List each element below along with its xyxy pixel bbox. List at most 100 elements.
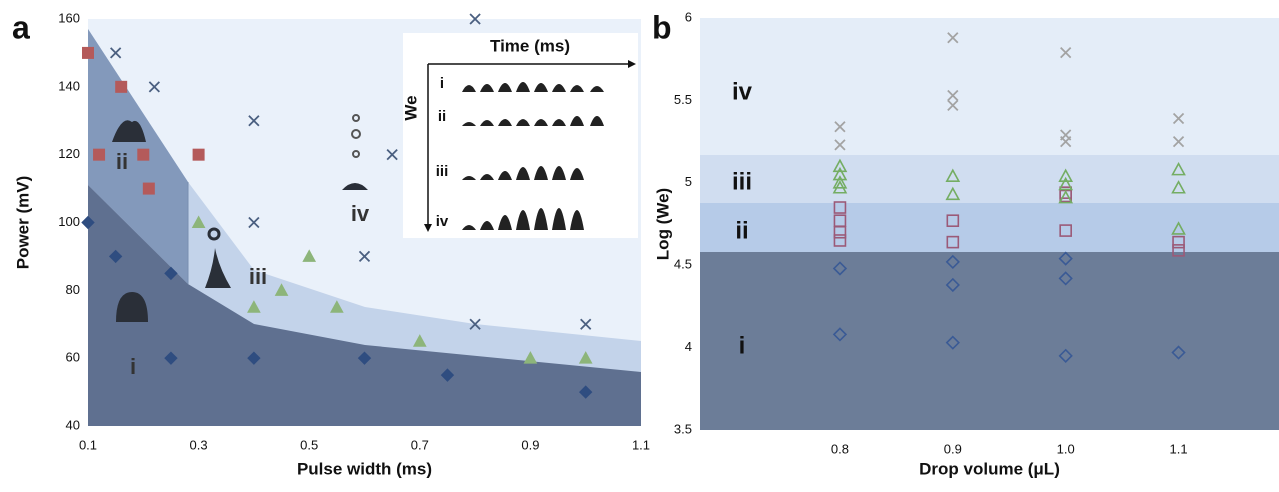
diamond-point xyxy=(832,327,848,342)
triangle-point xyxy=(330,300,344,313)
inset xyxy=(403,33,638,238)
arrowhead xyxy=(424,224,432,232)
region-ii xyxy=(700,203,1279,252)
triangle-point xyxy=(412,334,427,347)
cross-point xyxy=(1060,135,1072,148)
x-tick-label: 0.1 xyxy=(79,437,97,452)
region-i xyxy=(700,252,1279,430)
x-tick-label: 0.8 xyxy=(831,441,849,456)
triangle-point xyxy=(945,168,961,183)
triangle-point xyxy=(1058,168,1074,183)
inset-title: Time (ms) xyxy=(490,36,570,55)
square-point xyxy=(192,148,205,161)
x-tick-label: 1.1 xyxy=(1170,441,1188,456)
diamond-point xyxy=(578,385,593,399)
y-tick-label: 140 xyxy=(58,78,80,93)
diamond-point xyxy=(1058,251,1073,266)
x-tick-label: 1.0 xyxy=(1057,441,1075,456)
y-tick-label: 4 xyxy=(685,339,692,354)
square-point xyxy=(1172,244,1185,257)
y-axis-title: Power (mV) xyxy=(13,176,32,270)
diamond-point xyxy=(164,266,178,281)
triangle-point xyxy=(247,300,261,313)
region-iii xyxy=(700,155,1279,203)
drop-images xyxy=(462,82,604,230)
diamond-point xyxy=(164,351,178,365)
y-tick-label: 4.5 xyxy=(674,257,692,272)
cross-point xyxy=(580,318,592,330)
square-point xyxy=(1172,235,1185,249)
square-point xyxy=(833,234,847,247)
y-axis-title: Log (We) xyxy=(653,188,672,260)
y-tick-label: 6 xyxy=(685,9,692,24)
y-tick-label: 100 xyxy=(58,214,80,229)
cross-point xyxy=(1060,46,1072,59)
inset-box xyxy=(403,33,638,238)
y-tick-label: 5 xyxy=(685,174,692,189)
triangle-point xyxy=(191,215,206,228)
cross-point xyxy=(947,32,959,44)
y-tick-label: 5.5 xyxy=(674,92,692,107)
inset-axis-label: We xyxy=(401,95,420,120)
region-label: iv xyxy=(351,201,370,226)
y-tick-label: 160 xyxy=(58,10,80,25)
diamond-point xyxy=(440,368,455,382)
cross-point xyxy=(469,13,481,25)
triangle-point xyxy=(274,283,289,296)
cross-point xyxy=(358,250,371,263)
cross-point xyxy=(386,149,398,161)
inset-row-label: ii xyxy=(438,108,446,125)
inset-row-label: i xyxy=(440,75,444,92)
x-tick-label: 0.9 xyxy=(521,437,539,452)
y-tick-label: 3.5 xyxy=(674,421,692,436)
cross-point xyxy=(1172,135,1185,148)
x-axis-title: Drop volume (μL) xyxy=(919,459,1060,478)
region-label: i xyxy=(739,332,746,359)
square-point xyxy=(82,46,94,59)
triangle-point xyxy=(1058,189,1074,204)
cross-point xyxy=(248,216,260,229)
region-label: ii xyxy=(116,149,128,174)
diamond-point xyxy=(945,254,960,270)
diamond-point xyxy=(81,215,95,230)
diamond-point xyxy=(1058,348,1073,363)
x-tick-label: 1.1 xyxy=(632,437,650,452)
inset-row-label: iv xyxy=(436,213,449,230)
x-tick-label: 0.9 xyxy=(944,441,962,456)
triangle-point xyxy=(832,175,848,189)
y-tick-label: 80 xyxy=(66,282,80,297)
panel-label: a xyxy=(12,9,30,45)
square-point xyxy=(142,182,155,195)
cross-point xyxy=(947,89,959,102)
inset-row-label: iii xyxy=(436,163,449,180)
diamond-point xyxy=(108,249,123,264)
cross-point xyxy=(834,139,846,151)
diamond-point xyxy=(247,351,261,365)
region-label: i xyxy=(130,354,136,379)
diamond-point xyxy=(357,351,372,365)
arrowhead xyxy=(628,60,636,68)
x-tick-label: 0.5 xyxy=(300,437,318,452)
square-point xyxy=(115,80,128,93)
square-point xyxy=(93,148,106,161)
triangle-point xyxy=(1171,221,1186,235)
triangle-point xyxy=(945,186,961,201)
triangle-point xyxy=(523,351,538,364)
x-axis-title: Pulse width (ms) xyxy=(297,459,432,478)
square-point xyxy=(946,214,960,228)
square-point xyxy=(1059,224,1072,237)
triangle-point xyxy=(578,351,593,364)
region-label: iv xyxy=(732,78,753,105)
y-tick-label: 120 xyxy=(58,146,80,161)
square-point xyxy=(137,148,150,161)
y-tick-label: 60 xyxy=(66,350,80,365)
triangle-point xyxy=(302,249,317,262)
cross-point xyxy=(148,81,160,93)
square-point xyxy=(946,235,960,249)
triangle-point xyxy=(1171,161,1186,176)
diamond-point xyxy=(1058,271,1073,286)
region-label: ii xyxy=(735,217,748,244)
triangle-point xyxy=(1171,180,1186,194)
x-tick-label: 0.7 xyxy=(411,437,429,452)
